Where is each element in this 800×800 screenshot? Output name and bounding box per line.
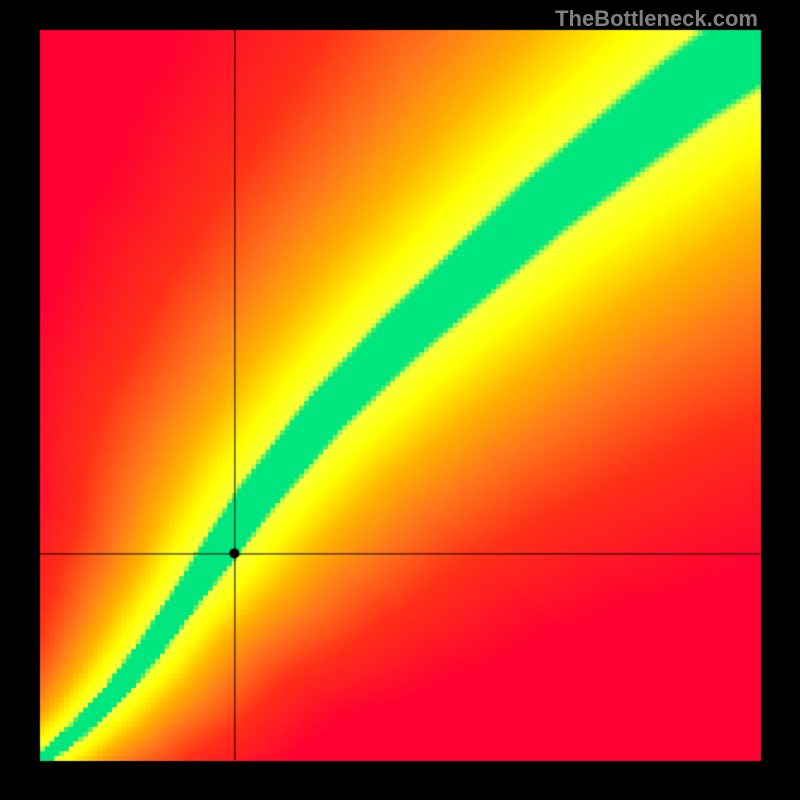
heatmap-canvas: [0, 0, 800, 800]
watermark-text: TheBottleneck.com: [555, 6, 758, 32]
chart-container: TheBottleneck.com: [0, 0, 800, 800]
